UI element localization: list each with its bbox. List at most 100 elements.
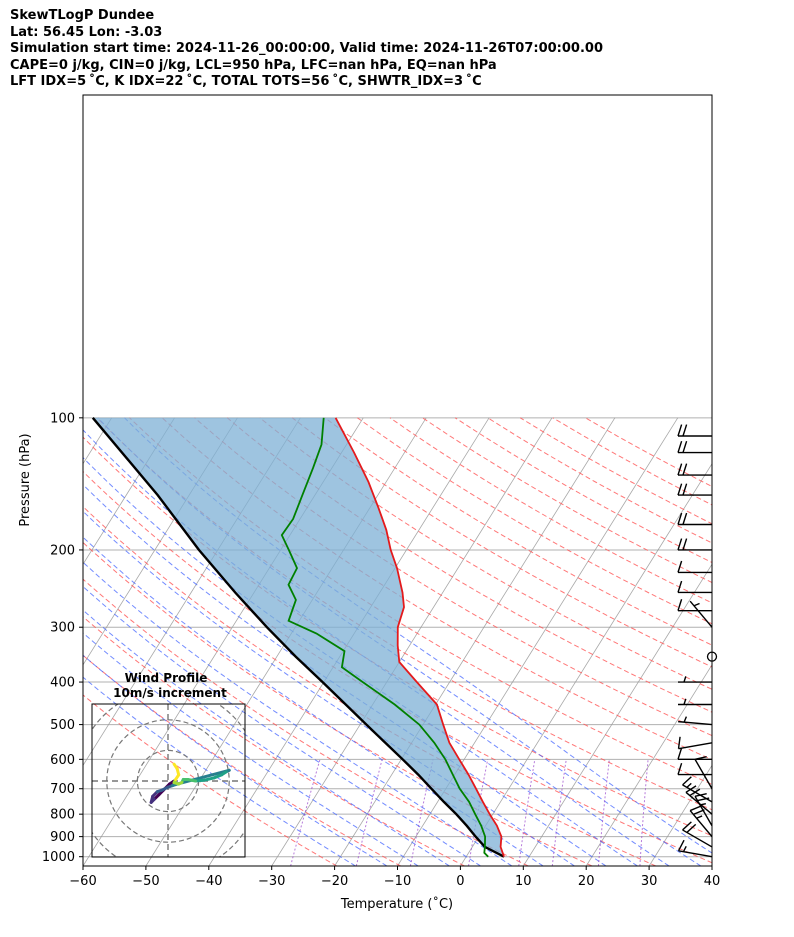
barb-feather	[683, 698, 687, 705]
wind-barb	[689, 600, 713, 628]
axes: −60 −50 −40 −30 −20 −10 0 10 20 30 40 100 200 300 400 5…	[42, 411, 720, 889]
barb-feather	[682, 776, 692, 786]
dry-adiabat-line	[83, 470, 712, 864]
dry-adiabat-line	[291, 417, 712, 668]
isotherm-line	[648, 764, 712, 866]
moist-adiabat-line	[83, 676, 356, 866]
dry-adiabat-line	[259, 417, 712, 690]
x-tick-label: −40	[195, 874, 222, 889]
y-tick-label: 200	[50, 543, 75, 558]
x-tick-label: 0	[456, 874, 464, 889]
background-lines	[83, 417, 712, 866]
hodograph-ring	[106, 719, 230, 843]
barb-feather	[677, 463, 683, 476]
barb-feather	[677, 599, 683, 611]
y-tick-label: 600	[50, 753, 75, 768]
mixing-ratio-line	[355, 759, 383, 866]
dewpoint-profile-line	[280, 417, 489, 858]
wind-barb	[682, 776, 713, 803]
barb-feather	[693, 602, 700, 607]
parcel-profile-line	[91, 417, 505, 858]
mixing-ratio-line	[468, 759, 489, 866]
temperature-profile-line	[334, 417, 505, 857]
isotherm-line	[585, 664, 712, 866]
wind-barb	[677, 560, 712, 574]
x-tick-label: −20	[321, 874, 348, 889]
mixing-ratio-line	[518, 759, 536, 866]
moist-adiabat-line	[83, 510, 575, 866]
y-tick-label: 500	[50, 718, 75, 733]
location-line: Lat: 56.45 Lon: -3.03	[10, 24, 163, 40]
barb-feather	[677, 440, 683, 453]
hodograph-frame	[91, 703, 246, 858]
dry-adiabat-line	[552, 417, 712, 506]
y-axis-label: Pressure (hPa)	[18, 433, 33, 526]
barb-feather	[682, 538, 688, 551]
wind-barb	[677, 440, 712, 454]
barb-shaft	[678, 720, 713, 726]
profiles	[91, 417, 505, 858]
moist-adiabat-line	[83, 609, 450, 866]
barb-feather	[677, 538, 683, 551]
cape-shading	[92, 417, 505, 857]
barb-shaft	[689, 600, 713, 628]
barb-feather	[682, 424, 688, 437]
x-tick-label: −50	[132, 874, 159, 889]
barb-feather	[677, 424, 683, 437]
y-tick-label: 800	[50, 808, 75, 823]
isotherm-line	[460, 462, 712, 866]
x-tick-label: −60	[69, 874, 96, 889]
dry-adiabat-line	[357, 417, 712, 625]
barb-feather	[683, 716, 688, 723]
cape-line: CAPE=0 j/kg, CIN=0 j/kg, LCL=950 hPa, LF…	[10, 57, 497, 73]
x-tick-label: 40	[704, 874, 721, 889]
wind-barb	[694, 793, 713, 827]
dry-adiabat-line	[83, 616, 465, 866]
wind-barb	[677, 599, 712, 612]
moist-adiabat-line	[97, 417, 702, 866]
wind-barb	[677, 483, 712, 496]
wind-barb	[682, 821, 713, 848]
x-tick-label: 10	[515, 874, 532, 889]
barb-feather	[677, 580, 683, 593]
barb-feather	[677, 736, 681, 749]
wind-barb	[678, 698, 712, 706]
x-tick-label: 30	[641, 874, 658, 889]
mixing-ratio-line	[597, 759, 610, 866]
barb-feather	[686, 782, 692, 788]
barb-feather	[682, 483, 688, 496]
cape-shade-area	[92, 417, 505, 857]
wind-barb	[677, 736, 713, 750]
dry-adiabat-line	[83, 578, 529, 866]
y-tick-label: 400	[50, 676, 75, 691]
moist-adiabat-line	[83, 632, 419, 866]
wind-barb	[677, 762, 712, 776]
barb-feather	[696, 815, 703, 819]
barb-feather	[677, 560, 683, 573]
dry-adiabat-line	[487, 417, 712, 544]
hodograph-trace	[172, 762, 179, 771]
chart-header: SkewTLogP Dundee Lat: 56.45 Lon: -3.03 S…	[10, 8, 603, 91]
wind-barb	[677, 538, 712, 551]
barb-shaft	[678, 742, 713, 750]
wind-barb	[678, 676, 712, 683]
y-tick-label: 700	[50, 782, 75, 797]
isotherm-line	[83, 417, 175, 566]
dry-adiabat-line	[83, 541, 593, 866]
wind-barb	[678, 716, 713, 726]
barb-feather	[689, 805, 702, 812]
barb-feather	[677, 747, 683, 760]
barb-feather	[682, 463, 688, 476]
barb-feather	[686, 823, 697, 833]
isotherm-line	[711, 865, 712, 866]
hodograph-subtitle: 10m/s increment	[113, 686, 227, 700]
wind-barb	[677, 424, 712, 437]
barb-feather	[683, 676, 687, 683]
moist-adiabat-line	[83, 585, 481, 866]
barb-feather	[677, 839, 685, 852]
y-tick-label: 100	[50, 411, 75, 426]
hodograph-title: Wind Profile	[125, 671, 208, 685]
isotherm-line	[271, 417, 553, 866]
y-tick-label: 1000	[42, 850, 75, 865]
